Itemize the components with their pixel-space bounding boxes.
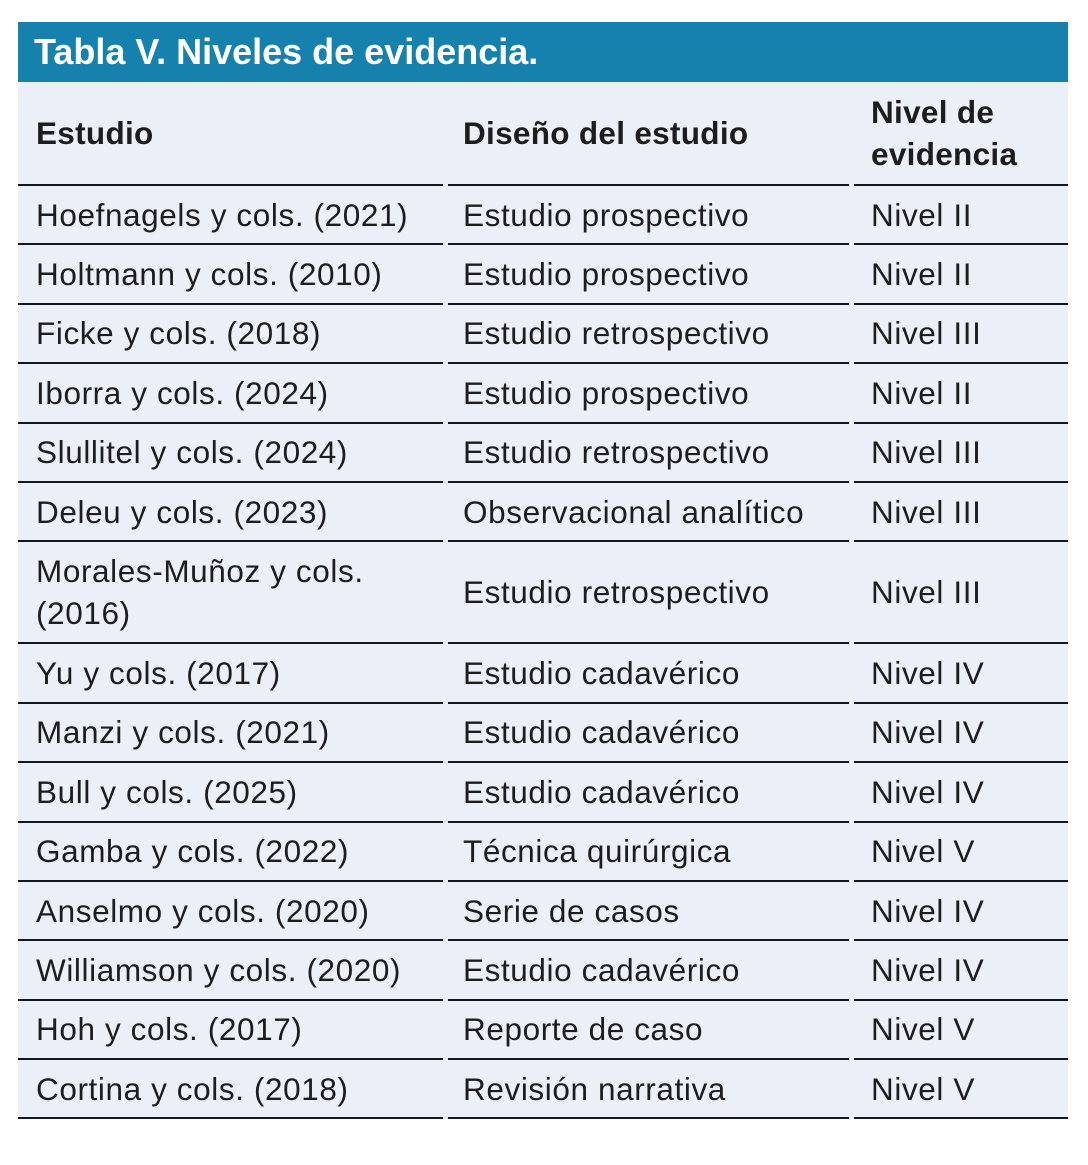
design-cell: Estudio prospectivo [448,364,849,424]
design-cell: Técnica quirúrgica [448,823,849,882]
table-title-bar: Tabla V. Niveles de evidencia. [18,22,1068,82]
level-cell: Nivel IV [854,644,1068,704]
table-row: Slullitel y cols. (2024) Estudio retrosp… [18,423,1068,483]
table-row: Bull y cols. (2025) Estudio cadavérico N… [18,763,1068,823]
level-cell: Nivel II [854,364,1068,424]
level-cell: Nivel IV [854,704,1068,764]
design-cell: Estudio cadavérico [448,704,849,764]
design-cell: Observacional analítico [448,483,849,543]
design-cell: Revisión narrativa [448,1060,849,1120]
table-row: Hoefnagels y cols. (2021) Estudio prospe… [18,186,1068,246]
study-cell: Ficke y cols. (2018) [18,305,443,365]
table-row: Williamson y cols. (2020) Estudio cadavé… [18,941,1068,1001]
table-row: Deleu y cols. (2023) Observacional analí… [18,482,1068,543]
design-cell: Estudio retrospectivo [448,542,849,645]
study-cell: Holtmann y cols. (2010) [18,245,443,305]
table-row: Yu y cols. (2017) Estudio cadavérico Niv… [18,644,1068,704]
level-cell: Nivel III [854,542,1068,645]
level-cell: Nivel IV [854,882,1068,942]
level-cell: Nivel V [854,1001,1068,1061]
study-cell: Cortina y cols. (2018) [18,1060,443,1120]
study-cell: Gamba y cols. (2022) [18,823,443,882]
table-row: Hoh y cols. (2017) Reporte de caso Nivel… [18,1000,1068,1061]
column-header-study: Estudio [18,82,443,186]
design-cell: Estudio retrospectivo [448,424,849,483]
design-cell: Estudio prospectivo [448,186,849,246]
level-cell: Nivel III [854,305,1068,365]
table-row: Cortina y cols. (2018) Revisión narrativ… [18,1060,1068,1120]
column-header-design: Diseño del estudio [448,82,849,186]
design-cell: Estudio prospectivo [448,245,849,305]
table-row: Gamba y cols. (2022) Técnica quirúrgica … [18,822,1068,882]
level-cell: Nivel V [854,1060,1068,1120]
study-cell: Iborra y cols. (2024) [18,364,443,424]
level-cell: Nivel II [854,245,1068,305]
table-row: Iborra y cols. (2024) Estudio prospectiv… [18,364,1068,424]
table-header-row: Estudio Diseño del estudio Nivel de evid… [18,82,1068,186]
study-cell: Hoh y cols. (2017) [18,1001,443,1061]
design-cell: Estudio cadavérico [448,941,849,1001]
design-cell: Estudio retrospectivo [448,305,849,365]
design-cell: Estudio cadavérico [448,763,849,823]
column-header-level: Nivel de evidencia [854,82,1068,186]
table-row: Morales-Muñoz y cols. (2016) Estudio ret… [18,542,1068,645]
study-cell: Manzi y cols. (2021) [18,704,443,764]
study-cell: Anselmo y cols. (2020) [18,882,443,942]
study-cell: Williamson y cols. (2020) [18,941,443,1001]
study-cell: Slullitel y cols. (2024) [18,424,443,483]
table-row: Ficke y cols. (2018) Estudio retrospecti… [18,304,1068,365]
level-cell: Nivel IV [854,941,1068,1001]
design-cell: Estudio cadavérico [448,644,849,704]
table-row: Anselmo y cols. (2020) Serie de casos Ni… [18,881,1068,942]
study-cell: Hoefnagels y cols. (2021) [18,186,443,246]
level-cell: Nivel III [854,424,1068,483]
level-cell: Nivel II [854,186,1068,246]
table-title: Tabla V. Niveles de evidencia. [34,31,539,72]
level-cell: Nivel III [854,483,1068,543]
study-cell: Deleu y cols. (2023) [18,483,443,543]
study-cell: Morales-Muñoz y cols. (2016) [18,542,443,645]
study-cell: Bull y cols. (2025) [18,763,443,823]
table-row: Holtmann y cols. (2010) Estudio prospect… [18,245,1068,305]
table-row: Manzi y cols. (2021) Estudio cadavérico … [18,703,1068,764]
level-cell: Nivel IV [854,763,1068,823]
design-cell: Reporte de caso [448,1001,849,1061]
design-cell: Serie de casos [448,882,849,942]
evidence-table: Tabla V. Niveles de evidencia. Estudio D… [18,22,1068,1120]
level-cell: Nivel V [854,823,1068,882]
study-cell: Yu y cols. (2017) [18,644,443,704]
